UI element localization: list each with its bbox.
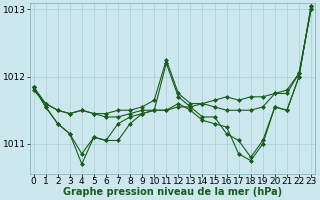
X-axis label: Graphe pression niveau de la mer (hPa): Graphe pression niveau de la mer (hPa) — [63, 187, 282, 197]
